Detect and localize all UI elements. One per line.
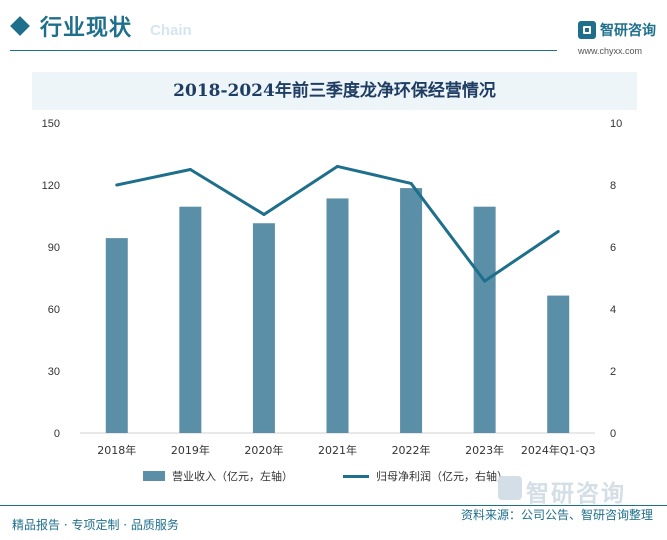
profit-point (188, 168, 192, 171)
chart-legend: 营业收入（亿元，左轴） 归母净利润（亿元，右轴） (0, 466, 667, 486)
y-right-tick-label: 10 (610, 118, 622, 130)
legend-bar-swatch (143, 471, 165, 481)
y-right-tick-label: 0 (610, 428, 616, 440)
bar (252, 223, 275, 433)
legend-bar-label: 营业收入（亿元，左轴） (172, 470, 293, 483)
chart-title: 2018-2024年前三季度龙净环保经营情况 (173, 81, 496, 101)
profit-point (336, 164, 339, 168)
brand-logo-icon (578, 21, 596, 39)
diamond-icon (10, 16, 30, 36)
section-title: 行业现状 (40, 16, 133, 41)
header-divider (10, 50, 557, 51)
bar (547, 295, 570, 433)
footer-tagline: 精品报告 · 专项定制 · 品质服务 (12, 518, 179, 532)
y-left-tick-label: 120 (42, 180, 60, 192)
x-tick-label: 2023年 (465, 443, 504, 457)
profit-point (483, 279, 487, 283)
x-tick-label: 2024年Q1-Q3 (521, 443, 596, 457)
brand-name: 智研咨询 (600, 23, 656, 39)
x-tick-label: 2021年 (318, 443, 357, 457)
x-tick-label: 2022年 (392, 443, 431, 457)
chart: 0 30 60 90 120 150 0 2 4 6 8 10 2018年 2019年 2020年 2021年… (42, 118, 623, 457)
y-left-tick-label: 90 (48, 242, 60, 254)
brand-url: www.chyxx.com (578, 46, 643, 56)
legend-line-label: 归母净利润（亿元，右轴） (376, 470, 508, 483)
y-left-tick-label: 30 (48, 366, 60, 378)
section-subtitle: Chain (150, 22, 192, 39)
watermark-logo-icon (498, 476, 522, 500)
x-tick-label: 2018年 (97, 443, 136, 457)
watermark-logo: 智研咨询 (498, 476, 658, 507)
x-tick-label: 2019年 (171, 443, 210, 457)
profit-point (556, 230, 560, 233)
y-right-tick-label: 6 (610, 242, 616, 254)
y-right-tick-label: 8 (610, 180, 616, 192)
profit-point (409, 181, 413, 185)
profit-point (262, 212, 266, 216)
y-right-tick-label: 4 (610, 304, 616, 316)
bar (326, 198, 349, 433)
bar (473, 206, 496, 433)
y-left-tick-label: 0 (54, 428, 60, 440)
y-left-tick-label: 60 (48, 304, 60, 316)
bar (105, 238, 128, 433)
y-right-tick-label: 2 (610, 366, 616, 378)
y-left-tick-label: 150 (42, 118, 60, 130)
watermark-text: 智研咨询 (526, 481, 626, 507)
legend-line-swatch (343, 475, 369, 478)
footer-source: 资料来源：公司公告、智研咨询整理 (460, 508, 653, 522)
x-tick-label: 2020年 (244, 443, 283, 457)
profit-point (115, 183, 119, 187)
page-header: 行业现状 Chain 智研咨询 www.chyxx.com (0, 0, 667, 56)
bar (179, 206, 202, 433)
page-footer: 精品报告 · 专项定制 · 品质服务 资料来源：公司公告、智研咨询整理 (0, 505, 667, 540)
chart-title-background (32, 72, 637, 110)
bar (400, 188, 423, 433)
